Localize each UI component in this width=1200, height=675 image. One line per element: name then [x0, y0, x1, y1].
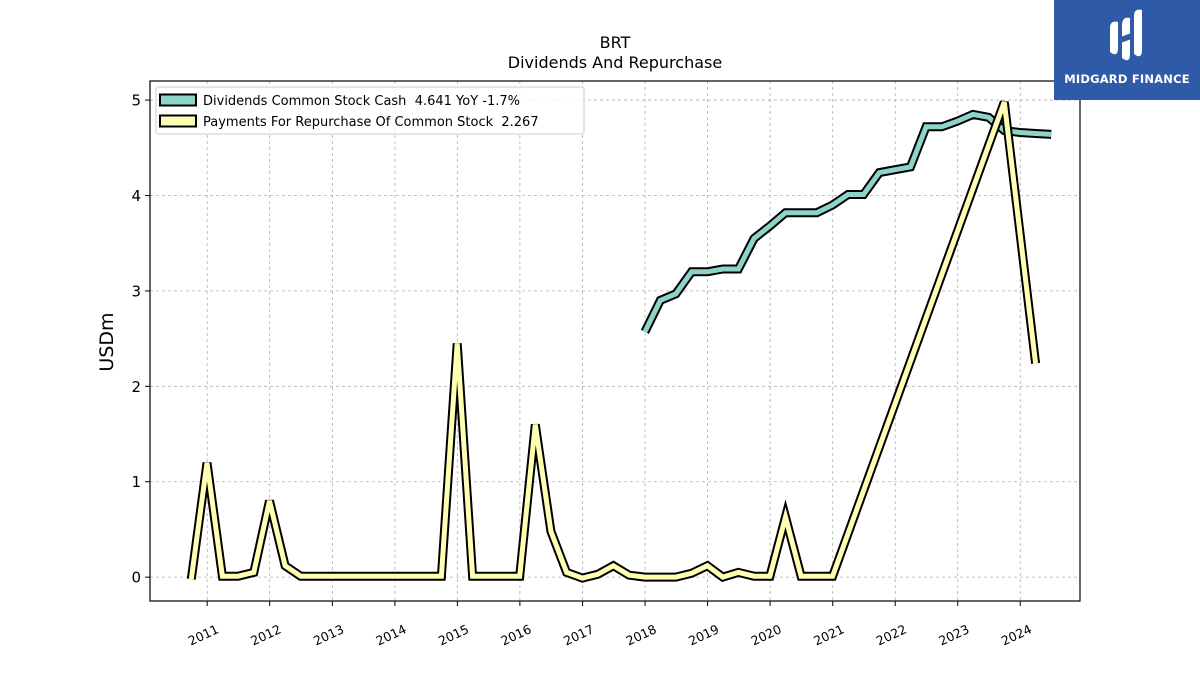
x-tick-label: 2024	[999, 621, 1034, 648]
series-1	[640, 109, 1052, 334]
series-layer	[186, 100, 1052, 583]
y-tick-label: 5	[131, 92, 141, 110]
chart-subtitle: Dividends And Repurchase	[508, 53, 722, 72]
x-tick-label: 2022	[874, 621, 909, 648]
series-2-outline	[186, 100, 1041, 583]
x-tick-label: 2013	[311, 621, 346, 648]
brand-mark-icon	[1110, 9, 1142, 61]
x-tick-label: 2016	[498, 621, 533, 648]
series-2-line	[188, 101, 1039, 581]
series-1-line	[642, 111, 1052, 333]
y-axis-label: USDm	[96, 312, 118, 371]
legend-swatch	[159, 114, 197, 128]
x-tick-label: 2012	[248, 621, 283, 648]
legend-box	[155, 86, 585, 135]
legend-swatch	[159, 93, 197, 107]
legend-label: Dividends Common Stock Cash 4.641 YoY -1…	[203, 94, 520, 109]
x-tick-label: 2014	[373, 621, 408, 648]
series-2	[186, 100, 1041, 583]
x-tick-label: 2015	[436, 621, 471, 648]
brand-name: MIDGARD FINANCE	[1064, 72, 1190, 86]
x-tick-label: 2021	[811, 621, 846, 648]
x-tick-label: 2011	[186, 621, 221, 648]
x-tick-label: 2020	[749, 621, 784, 648]
x-tick-label: 2017	[561, 621, 596, 648]
y-tick-label: 4	[131, 187, 141, 205]
grid-lines	[150, 81, 1080, 601]
x-tick-label: 2018	[624, 621, 659, 648]
brand-logo: MIDGARD FINANCE	[1054, 0, 1200, 100]
x-tick-label: 2023	[936, 621, 971, 648]
legend: Dividends Common Stock Cash 4.641 YoY -1…	[155, 86, 585, 135]
y-tick-label: 0	[131, 569, 141, 587]
plot-frame	[149, 80, 1081, 602]
x-tick-label: 2019	[686, 621, 721, 648]
y-tick-label: 3	[131, 282, 141, 300]
y-tick-label: 2	[131, 378, 141, 396]
y-tick-label: 1	[131, 473, 141, 491]
legend-label: Payments For Repurchase Of Common Stock …	[203, 115, 539, 130]
chart-title: BRT	[600, 33, 631, 52]
